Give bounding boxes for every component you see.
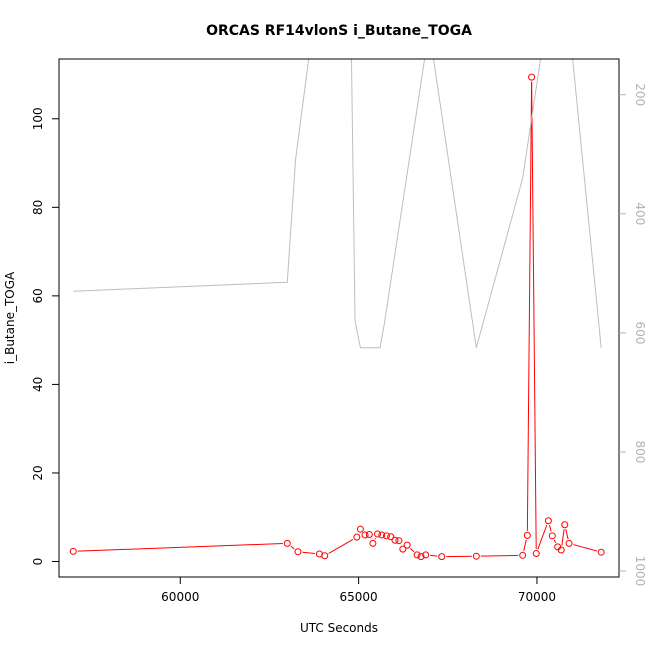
series-1-segment bbox=[374, 537, 376, 540]
series-1-point bbox=[365, 531, 373, 538]
series-1-segment bbox=[537, 524, 548, 550]
series-1-point bbox=[417, 553, 425, 561]
y-tick-label: 40 bbox=[31, 377, 45, 392]
series-1-point bbox=[356, 525, 364, 533]
series-1-segment bbox=[302, 551, 315, 555]
y2-tick-label: 600 bbox=[633, 321, 647, 344]
series-1-point bbox=[544, 517, 552, 525]
series-1-point bbox=[399, 545, 407, 553]
series-1-point bbox=[374, 530, 382, 538]
y2-tick-label: 400 bbox=[633, 202, 647, 225]
y2-tick-label: 800 bbox=[633, 441, 647, 464]
series-1-segment bbox=[561, 529, 565, 546]
y-axis-label: i_Butane_TOGA bbox=[3, 271, 17, 364]
series-1-point bbox=[361, 531, 369, 539]
series-1 bbox=[69, 73, 605, 561]
series-1-segment bbox=[573, 544, 597, 552]
series-1-point bbox=[403, 541, 411, 549]
y-tick-label: 80 bbox=[31, 200, 45, 215]
plot-frame bbox=[58, 58, 620, 578]
series-1-point bbox=[395, 537, 403, 545]
series-1-segment bbox=[328, 538, 354, 554]
y-tick-label: 0 bbox=[31, 558, 45, 566]
series-1-point bbox=[413, 551, 421, 559]
series-1-segment bbox=[77, 543, 283, 552]
series-1-point bbox=[353, 533, 361, 541]
series-1-point bbox=[391, 536, 399, 544]
series-1-point bbox=[561, 521, 569, 529]
series-1-point bbox=[422, 551, 430, 559]
x-tick-label: 70000 bbox=[518, 590, 556, 604]
series-1-segment bbox=[430, 554, 438, 557]
y2-tick-label: 1000 bbox=[633, 556, 647, 587]
y-tick-label: 100 bbox=[31, 107, 45, 130]
series-1-segment bbox=[526, 81, 533, 531]
series-1-point bbox=[294, 548, 302, 556]
series-1-point bbox=[382, 532, 390, 540]
series-1-point bbox=[69, 547, 77, 555]
y2-tick-label: 200 bbox=[633, 83, 647, 106]
series-1-segment bbox=[549, 525, 552, 532]
series-2-line bbox=[73, 59, 602, 349]
series-1-point bbox=[548, 532, 556, 540]
series-1-point bbox=[387, 533, 395, 541]
series-1-point bbox=[369, 539, 377, 547]
series-1-segment bbox=[565, 529, 569, 540]
series-1-point bbox=[532, 550, 540, 558]
series-1-segment bbox=[480, 554, 519, 557]
series-2 bbox=[73, 59, 602, 349]
series-1-point bbox=[519, 551, 527, 559]
series-1-point bbox=[283, 539, 291, 547]
x-axis-label: UTC Seconds bbox=[300, 621, 378, 635]
y-tick-label: 60 bbox=[31, 288, 45, 303]
x-tick-label: 60000 bbox=[161, 590, 199, 604]
series-1-point bbox=[557, 546, 565, 554]
x-tick-label: 65000 bbox=[340, 590, 378, 604]
series-1-segment bbox=[553, 539, 557, 544]
series-1-segment bbox=[523, 539, 527, 552]
series-1-point bbox=[321, 552, 329, 560]
series-1-segment bbox=[531, 81, 537, 550]
series-1-point bbox=[523, 531, 531, 539]
series-1-segment bbox=[290, 545, 295, 550]
plot-area: 60000 65000 70000 0 20 40 60 80 100 200 400 600 800 1… bbox=[31, 58, 647, 604]
series-1-point bbox=[528, 73, 536, 81]
chart-title: ORCAS RF14vlonS i_Butane_TOGA bbox=[206, 23, 472, 39]
series-1-point bbox=[597, 548, 605, 556]
series-1-point bbox=[438, 553, 446, 561]
series-1-segment bbox=[410, 547, 415, 553]
series-1-point bbox=[378, 531, 386, 539]
series-1-point bbox=[472, 552, 480, 560]
y-tick-label: 20 bbox=[31, 465, 45, 480]
series-1-point bbox=[565, 539, 573, 547]
